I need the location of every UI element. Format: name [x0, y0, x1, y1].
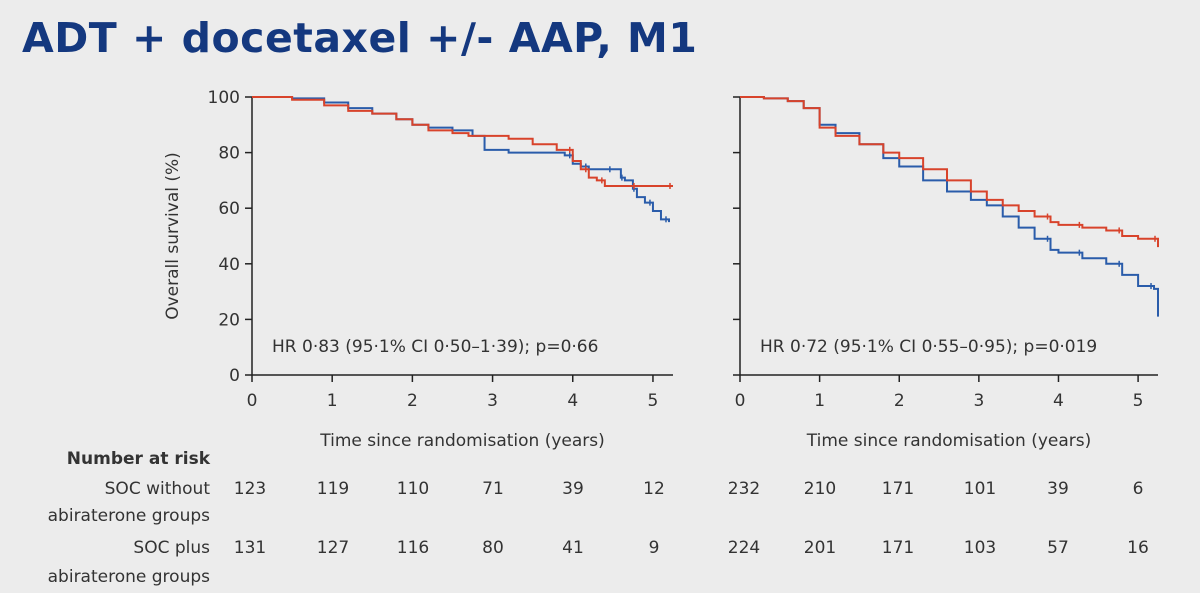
x-axis-label: Time since randomisation (years)	[806, 431, 1092, 451]
at-risk-count: 101	[964, 479, 996, 499]
y-tick-label: 20	[218, 310, 240, 330]
slide-title: ADT + docetaxel +/- AAP, M1	[22, 14, 698, 62]
x-tick-label: 3	[487, 391, 498, 411]
y-tick-label: 100	[208, 88, 240, 108]
at-risk-count: 232	[728, 479, 760, 499]
at-risk-count: 119	[317, 479, 349, 499]
survival-curve-series-2	[252, 96, 673, 187]
at-risk-count: 57	[1047, 538, 1069, 558]
at-risk-count: 12	[643, 479, 665, 499]
at-risk-count: 16	[1127, 538, 1149, 558]
at-risk-count: 103	[964, 538, 996, 558]
risk-row-label: abiraterone groups	[48, 506, 210, 526]
x-tick-label: 1	[327, 391, 338, 411]
risk-row-label: SOC without	[105, 479, 211, 499]
risk-row-label: SOC plus	[133, 538, 210, 558]
y-tick-label: 60	[218, 199, 240, 219]
at-risk-count: 71	[482, 479, 504, 499]
at-risk-count: 171	[882, 479, 914, 499]
chart-panel-2: 0 1 2 3 4 5 Time since randomisation (years) HR…	[728, 96, 1159, 558]
at-risk-count: 80	[482, 538, 504, 558]
at-risk-count: 9	[649, 538, 660, 558]
hazard-ratio-annotation: HR 0·83 (95·1% CI 0·50–1·39); p=0·66	[272, 337, 598, 357]
at-risk-count: 131	[234, 538, 266, 558]
at-risk-count: 41	[562, 538, 584, 558]
x-tick-label: 2	[894, 391, 905, 411]
x-axis-label: Time since randomisation (years)	[319, 431, 605, 451]
at-risk-count: 127	[317, 538, 349, 558]
y-tick-label: 40	[218, 255, 240, 275]
x-tick-label: 0	[247, 391, 258, 411]
at-risk-count: 110	[397, 479, 429, 499]
at-risk-count: 210	[804, 479, 836, 499]
at-risk-count: 6	[1133, 479, 1144, 499]
at-risk-count: 224	[728, 538, 760, 558]
x-tick-label: 4	[567, 391, 578, 411]
x-tick-label: 3	[973, 391, 984, 411]
y-axis-label: Overall survival (%)	[163, 152, 183, 320]
x-tick-label: 2	[407, 391, 418, 411]
hazard-ratio-annotation: HR 0·72 (95·1% CI 0·55–0·95); p=0·019	[760, 337, 1097, 357]
x-tick-label: 1	[814, 391, 825, 411]
x-tick-label: 5	[1133, 391, 1144, 411]
x-tick-label: 0	[735, 391, 746, 411]
y-tick-label: 80	[218, 144, 240, 164]
at-risk-count: 171	[882, 538, 914, 558]
x-tick-label: 5	[648, 391, 659, 411]
at-risk-count: 201	[804, 538, 836, 558]
risk-row-label: abiraterone groups	[48, 567, 210, 587]
x-tick-label: 4	[1053, 391, 1064, 411]
survival-curve-series-2	[740, 96, 1159, 248]
risk-table-header: Number at risk	[67, 449, 211, 469]
survival-curve-series-1	[252, 96, 670, 223]
number-at-risk-table: Number at risk SOC without abiraterone gro…	[48, 449, 211, 587]
at-risk-count: 116	[397, 538, 429, 558]
at-risk-count: 123	[234, 479, 266, 499]
survival-curve-series-1	[740, 96, 1159, 317]
y-tick-label: 0	[229, 366, 240, 386]
at-risk-count: 39	[562, 479, 584, 499]
at-risk-count: 39	[1047, 479, 1069, 499]
